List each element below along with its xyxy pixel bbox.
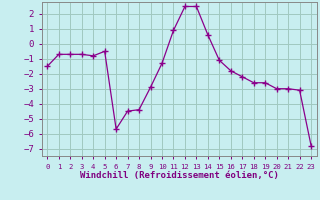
X-axis label: Windchill (Refroidissement éolien,°C): Windchill (Refroidissement éolien,°C) (80, 171, 279, 180)
